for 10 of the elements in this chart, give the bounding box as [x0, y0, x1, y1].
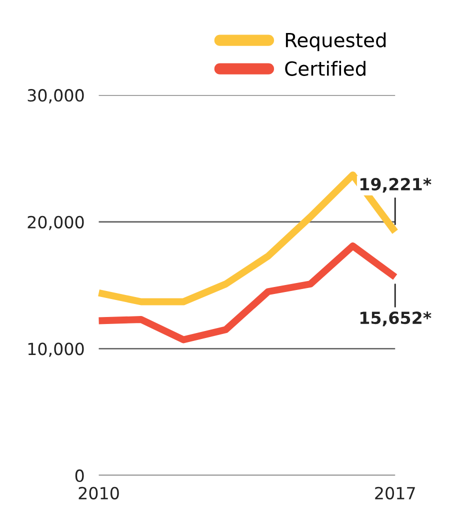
legend-label: Requested	[286, 32, 386, 52]
y-tick-label: 10,000	[28, 342, 84, 357]
annotation: 19,221*	[360, 178, 432, 193]
annotation: 15,652*	[360, 312, 432, 326]
y-tick-label: 0	[75, 469, 84, 482]
legend-label: Certified	[285, 60, 366, 76]
y-tick-label: 30,000	[28, 89, 84, 104]
y-tick-label: 20,000	[28, 216, 84, 230]
x-tick-label: 2017	[375, 486, 415, 500]
x-tick-label: 2010	[78, 486, 119, 500]
